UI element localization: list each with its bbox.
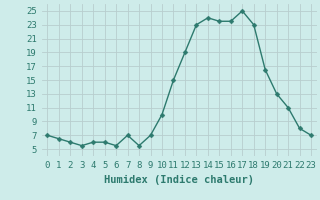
- X-axis label: Humidex (Indice chaleur): Humidex (Indice chaleur): [104, 175, 254, 185]
